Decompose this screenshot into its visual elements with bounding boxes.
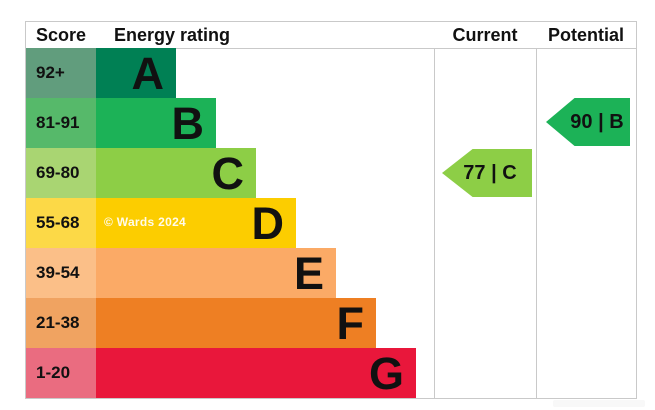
score-range-label: 69-80 (36, 163, 80, 182)
energy-band-bar-c: C (96, 148, 256, 198)
header-score: Score (35, 25, 87, 45)
score-cell-f: 21-38 (26, 298, 96, 348)
score-cell-e: 39-54 (26, 248, 96, 298)
band-letter: C (211, 147, 245, 199)
score-range-label: 55-68 (36, 213, 80, 232)
score-range-label: 1-20 (36, 363, 71, 382)
grid-line-rating-current (434, 22, 435, 398)
score-cell-d: 55-68 (26, 198, 96, 248)
grid-line-current-potential (536, 22, 537, 398)
energy-band-bar-f: F (96, 298, 376, 348)
score-cell-a: 92+ (26, 48, 96, 98)
band-letter: F (336, 297, 365, 349)
score-range-label: 39-54 (36, 263, 80, 282)
wards-watermark: © Wards 2024 (104, 215, 187, 229)
band-row-e: 39-54 E (26, 248, 636, 298)
header-current: Current (452, 25, 518, 45)
band-row-g: 1-20 G (26, 348, 636, 398)
header-energy-rating: Energy rating (114, 25, 231, 45)
band-row-c: 69-80 C (26, 148, 636, 198)
band-row-d: 55-68 D (26, 198, 636, 248)
band-letter: G (368, 347, 404, 399)
score-range-label: 92+ (36, 63, 65, 82)
energy-band-bar-g: G (96, 348, 416, 398)
band-row-b: 81-91 B (26, 98, 636, 148)
band-row-a: 92+ A (26, 48, 636, 98)
table-header: Score Energy rating Current Potential (26, 22, 636, 49)
band-letter: A (131, 47, 165, 99)
score-cell-g: 1-20 (26, 348, 96, 398)
header-potential: Potential (547, 25, 624, 45)
potential-rating-label: 90 | B (570, 110, 624, 133)
energy-band-bar-d: D (96, 198, 296, 248)
band-letter: D (251, 197, 285, 249)
score-cell-b: 81-91 (26, 98, 96, 148)
band-letter: E (293, 247, 324, 299)
faint-corner-watermark (553, 400, 645, 407)
epc-table: Score Energy rating Current Potential 92… (25, 21, 637, 399)
energy-band-bar-a: A (96, 48, 176, 98)
energy-band-bar-b: B (96, 98, 216, 148)
energy-band-bar-e: E (96, 248, 336, 298)
score-range-label: 81-91 (36, 113, 80, 132)
band-letter: B (171, 97, 205, 149)
band-row-f: 21-38 F (26, 298, 636, 348)
score-range-label: 21-38 (36, 313, 80, 332)
current-rating-label: 77 | C (463, 161, 517, 184)
score-cell-c: 69-80 (26, 148, 96, 198)
